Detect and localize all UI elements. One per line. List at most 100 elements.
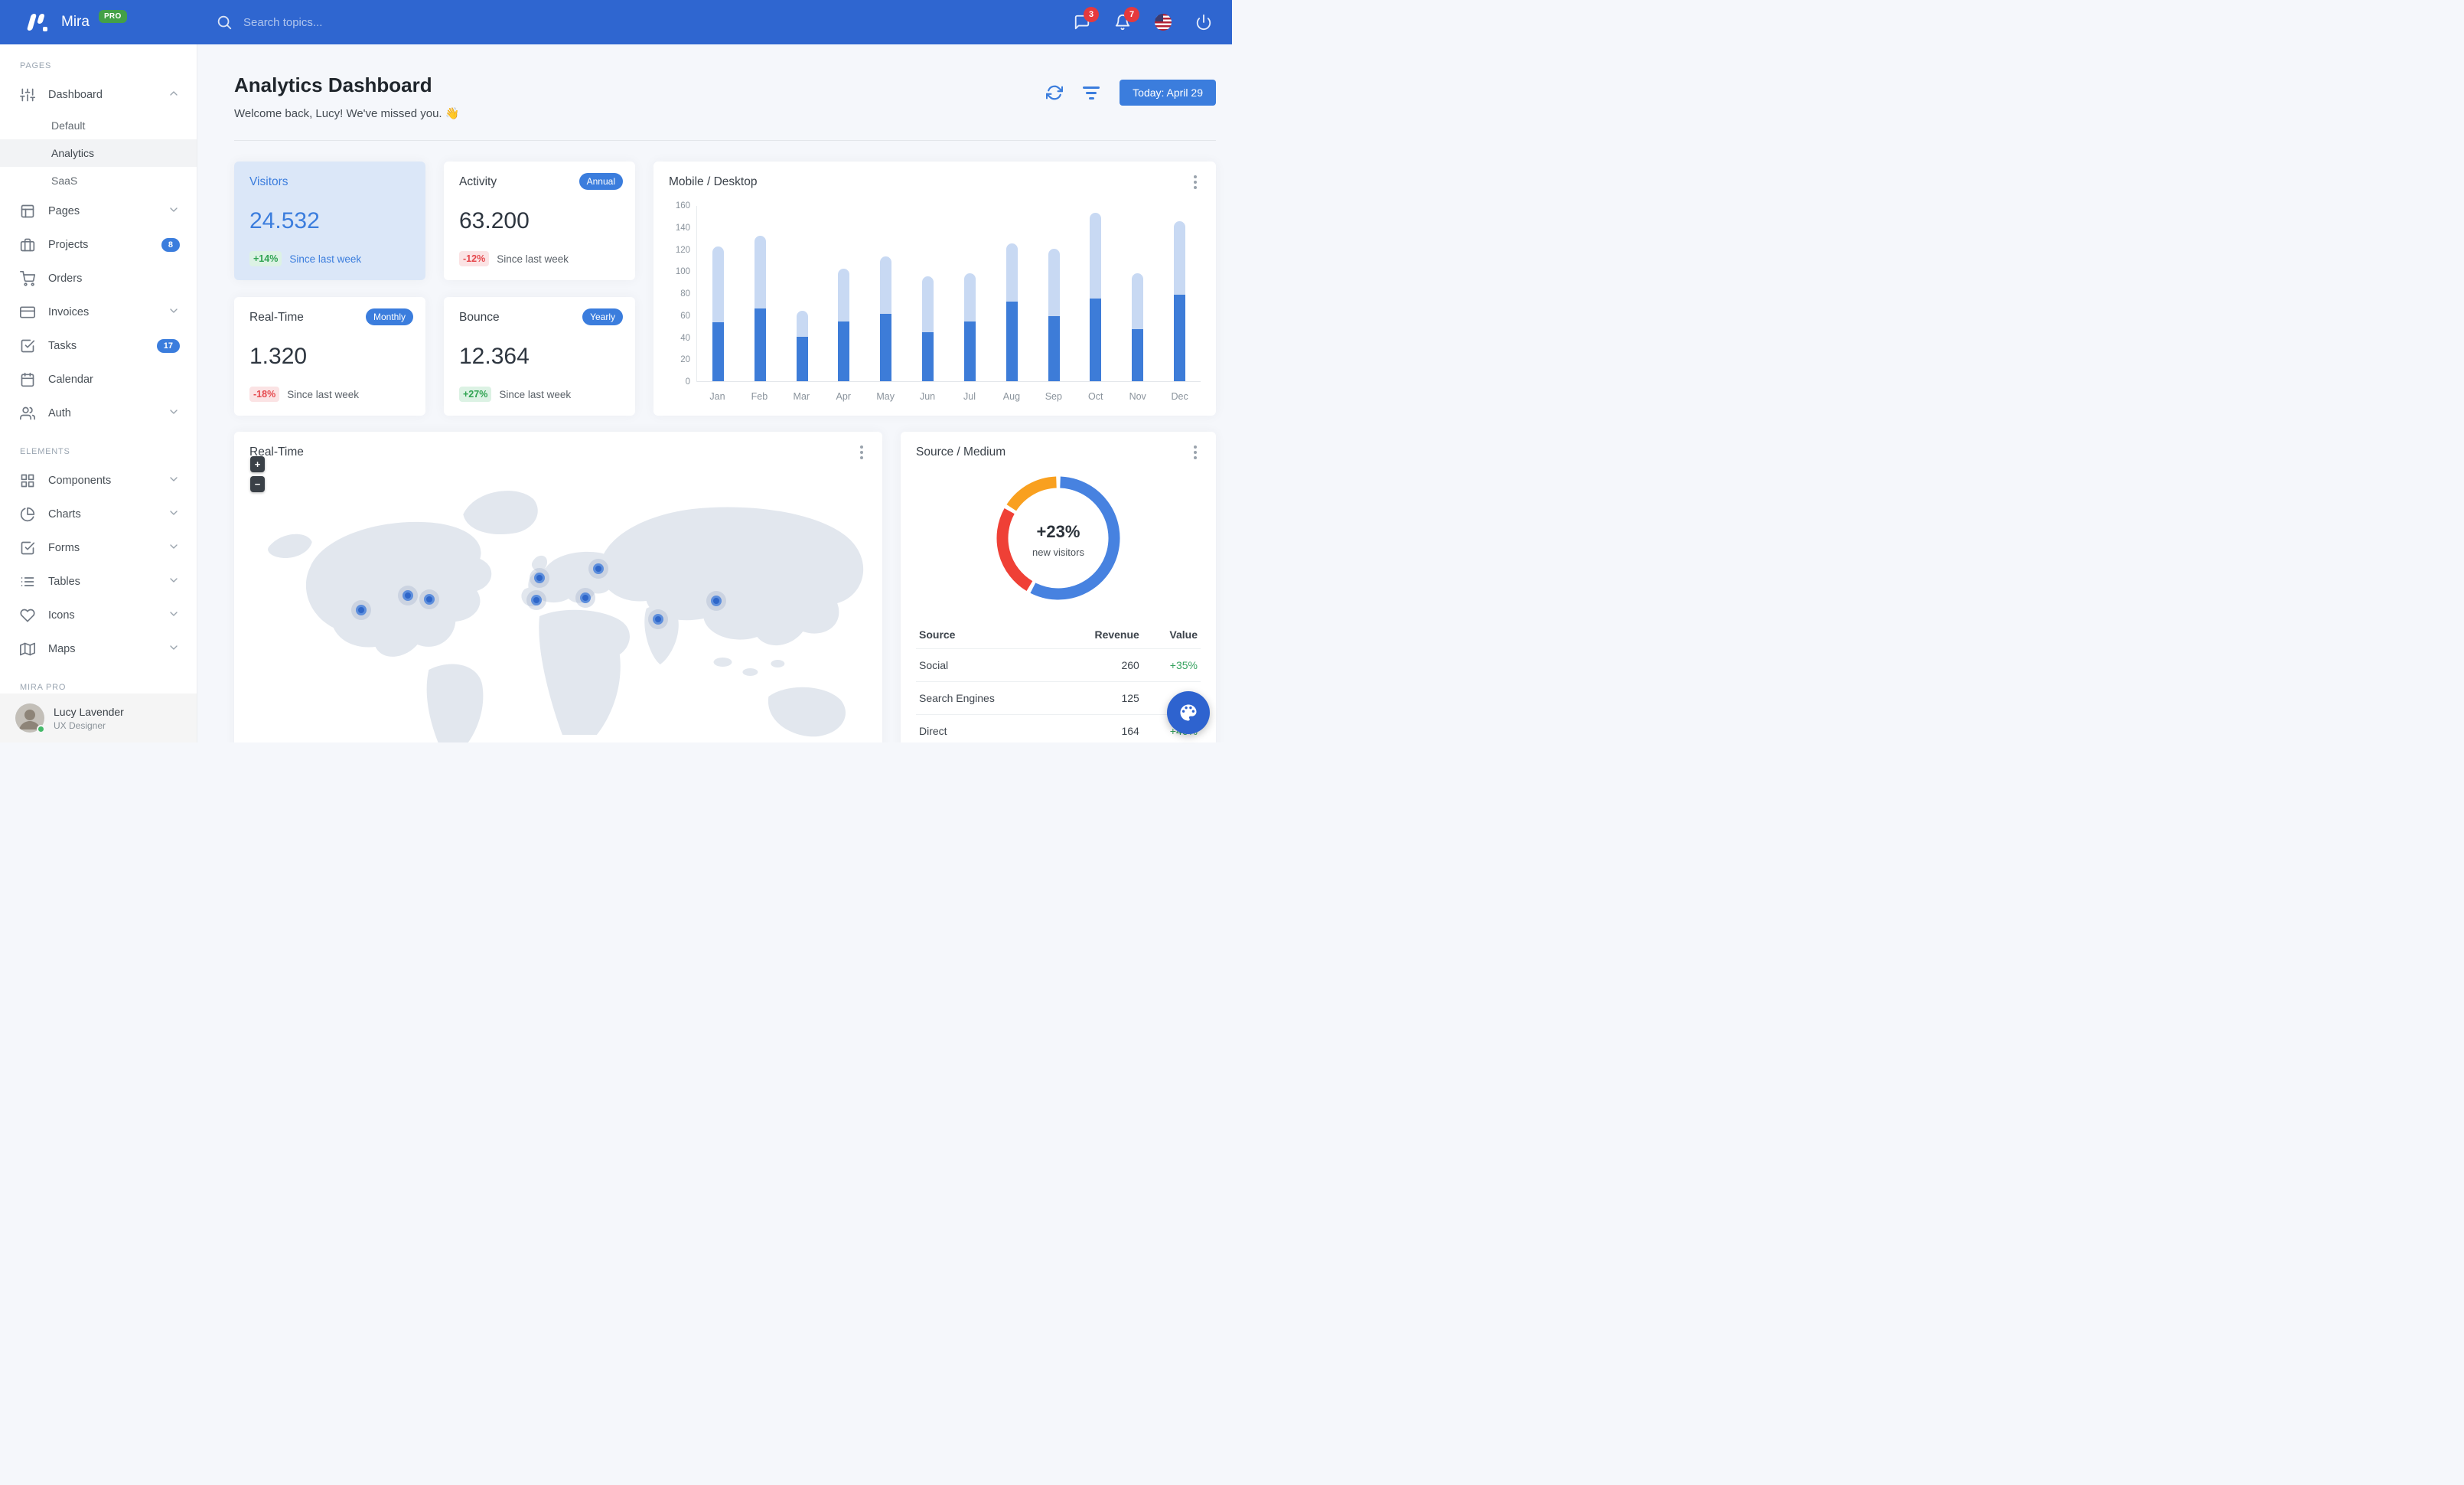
map-marker[interactable] (533, 573, 545, 584)
world-map-svg (268, 491, 864, 742)
donut-segment-search-engines (996, 508, 1033, 591)
stat-delta-badge: -18% (249, 387, 280, 402)
sidebar-item-tasks[interactable]: Tasks 17 (0, 329, 197, 363)
sidebar-item-tables[interactable]: Tables (0, 565, 197, 599)
search-input[interactable] (243, 15, 473, 29)
bar-jun[interactable] (907, 276, 949, 382)
stat-caption: Since last week (289, 253, 362, 265)
refresh-button[interactable] (1046, 84, 1064, 101)
theme-settings-fab[interactable] (1167, 691, 1210, 734)
bar-segment-desktop (922, 276, 934, 333)
bar-oct[interactable] (1074, 212, 1116, 382)
bar-mar[interactable] (781, 310, 823, 382)
sidebar-item-charts[interactable]: Charts (0, 498, 197, 531)
sidebar-item-pages[interactable]: Pages (0, 194, 197, 228)
table-column-header: Value (1142, 621, 1201, 649)
map-card-menu-button[interactable] (855, 444, 869, 461)
bar-segment-mobile (796, 337, 808, 382)
bar-sep[interactable] (1033, 249, 1075, 382)
notifications-button[interactable]: 7 (1113, 7, 1139, 32)
bar-feb[interactable] (739, 235, 781, 382)
sidebar-item-invoices[interactable]: Invoices (0, 295, 197, 329)
sidebar-item-projects[interactable]: Projects 8 (0, 228, 197, 262)
sidebar-subitem-saas[interactable]: SaaS (51, 175, 78, 187)
sidebar-subitem-analytics[interactable]: Analytics (0, 139, 197, 167)
bar-nov[interactable] (1116, 273, 1159, 382)
bar-segment-mobile (922, 332, 934, 382)
bar-apr[interactable] (823, 268, 865, 382)
map-marker[interactable] (356, 604, 367, 615)
world-map[interactable] (234, 475, 882, 742)
search-icon (217, 15, 232, 30)
sidebar-item-components[interactable]: Components (0, 464, 197, 498)
brand-name: Mira (61, 14, 90, 30)
palette-icon (1180, 704, 1197, 721)
date-range-button[interactable]: Today: April 29 (1120, 80, 1216, 106)
map-marker[interactable] (593, 563, 604, 575)
bar-jul[interactable] (949, 273, 991, 382)
chart-card-menu-button[interactable] (1188, 174, 1202, 191)
y-tick-label: 80 (680, 289, 690, 299)
map-marker[interactable] (711, 595, 722, 606)
stat-period-badge[interactable]: Annual (579, 173, 623, 190)
x-tick-label: Nov (1129, 391, 1146, 402)
stat-card-visitors: Visitors 24.532 +14% Since last week (234, 162, 425, 280)
messages-button[interactable]: 3 (1072, 7, 1099, 32)
x-tick-label: Jul (963, 391, 976, 402)
us-flag-icon (1155, 14, 1172, 31)
y-tick-label: 160 (675, 201, 690, 211)
sidebar-item-dashboard[interactable]: Dashboard (0, 78, 197, 112)
logout-button[interactable] (1194, 12, 1214, 32)
sidebar-item-orders[interactable]: Orders (0, 262, 197, 295)
sidebar-item-icons[interactable]: Icons (0, 599, 197, 632)
source-cell: Search Engines (916, 681, 1056, 715)
stat-caption: Since last week (499, 388, 572, 400)
map-zoom-in-button[interactable]: + (250, 456, 265, 472)
sidebar-item-label: Projects (48, 239, 89, 251)
sidebar-section-label: ELEMENTS (20, 447, 70, 456)
language-button[interactable] (1153, 12, 1173, 32)
sidebar-subitem-default[interactable]: Default (51, 119, 86, 132)
source-card-menu-button[interactable] (1188, 444, 1202, 461)
sidebar-item-label: Orders (48, 273, 83, 285)
bar-segment-mobile (754, 308, 766, 382)
x-tick-label: Sep (1045, 391, 1062, 402)
map-marker[interactable] (423, 594, 435, 605)
y-tick-label: 120 (675, 245, 690, 255)
bar-dec[interactable] (1159, 221, 1201, 382)
bar-may[interactable] (865, 256, 907, 382)
bar-aug[interactable] (991, 243, 1033, 382)
mira-logo-icon (26, 11, 52, 34)
chart-card-title: Mobile / Desktop (669, 175, 758, 188)
stat-period-badge[interactable]: Monthly (365, 308, 413, 325)
map-zoom-out-button[interactable]: − (250, 476, 265, 492)
filter-button[interactable] (1083, 86, 1100, 100)
brand[interactable]: Mira PRO (26, 0, 127, 44)
y-tick-label: 20 (680, 355, 690, 365)
sidebar-user[interactable]: Lucy Lavender UX Designer (0, 694, 197, 742)
stat-period-badge[interactable]: Yearly (582, 308, 623, 325)
sliders-icon (20, 88, 36, 102)
map-card-title: Real-Time (249, 445, 304, 459)
sidebar-item-forms[interactable]: Forms (0, 531, 197, 565)
bar-segment-mobile (1005, 302, 1018, 382)
sidebar-item-calendar[interactable]: Calendar (0, 363, 197, 397)
sidebar-item-auth[interactable]: Auth (0, 397, 197, 430)
map-marker[interactable] (402, 589, 413, 601)
sidebar-item-label: Dashboard (48, 89, 103, 101)
avatar (15, 703, 45, 733)
sidebar-item-label: Forms (48, 542, 80, 554)
page-title: Analytics Dashboard (234, 73, 432, 96)
map-marker[interactable] (652, 613, 663, 625)
revenue-cell: 260 (1055, 648, 1142, 682)
bar-jan[interactable] (697, 246, 739, 382)
map-marker[interactable] (530, 595, 542, 606)
stat-delta-badge: +14% (249, 251, 282, 266)
bar-segment-mobile (712, 322, 724, 382)
sidebar-item-maps[interactable]: Maps (0, 632, 197, 666)
chevron-down-icon (170, 645, 178, 650)
mobile-desktop-chart-card: Mobile / Desktop 0 20 40 60 80 100 120 140 160 J… (653, 162, 1216, 416)
map-marker[interactable] (580, 592, 592, 603)
